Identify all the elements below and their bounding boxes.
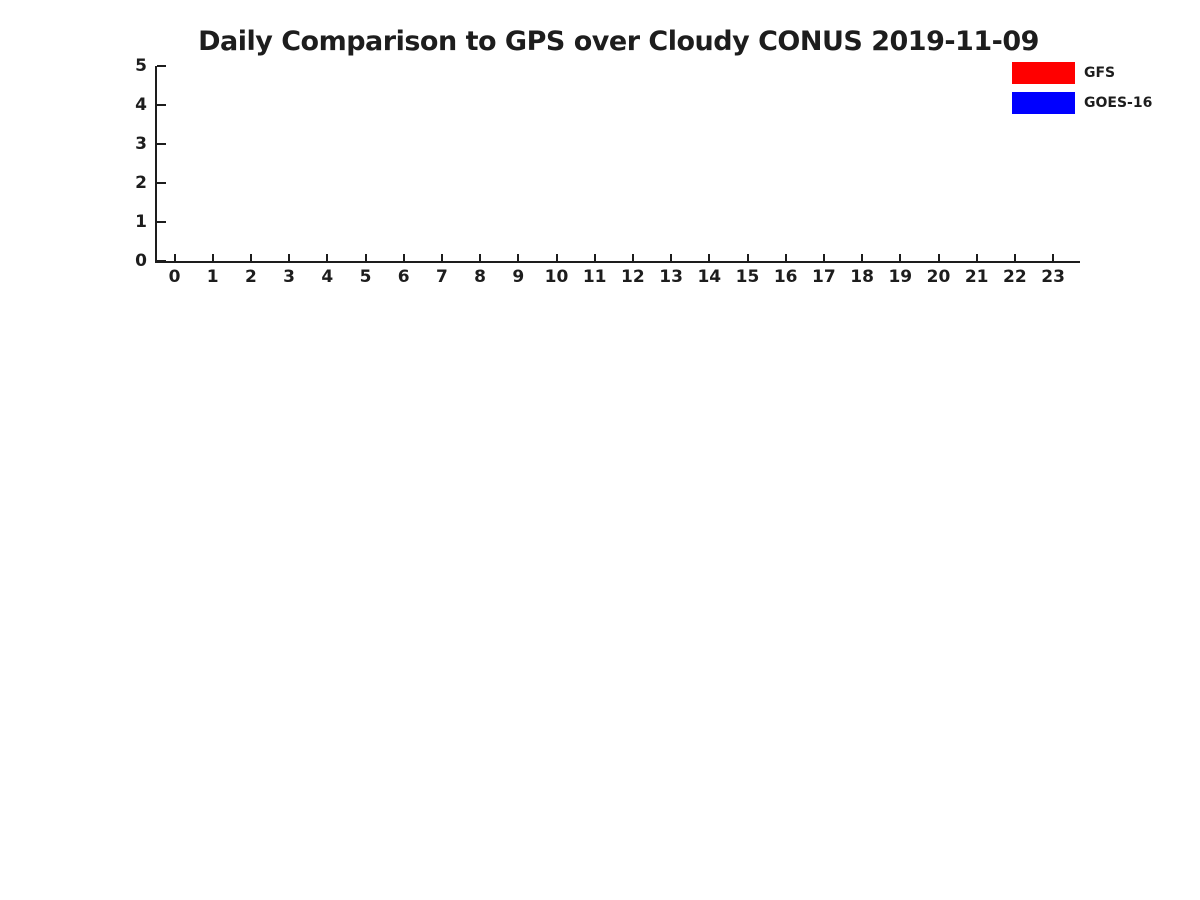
- subplot-std-dev-x-tick-label: 7: [435, 267, 448, 287]
- subplot-std-dev-x-tick-label: 20: [926, 267, 951, 287]
- subplot-std-dev-x-axis: [155, 261, 1080, 263]
- subplot-std-dev-x-tick: [1013, 254, 1016, 261]
- subplot-std-dev-y-tick: [157, 260, 166, 262]
- subplot-std-dev-x-tick-label: 18: [850, 267, 874, 287]
- subplot-std-dev-x-tick-label: 11: [582, 267, 607, 287]
- subplot-std-dev-x-tick-label: 1: [206, 267, 219, 287]
- legend-label-goes-16: GOES-16: [1084, 95, 1153, 111]
- subplot-std-dev-x-tick: [670, 254, 673, 261]
- legend-item-goes-16: GOES-16: [1012, 92, 1152, 114]
- subplot-std-dev-x-tick-label: 21: [964, 267, 989, 287]
- subplot-std-dev-x-tick: [708, 254, 711, 261]
- gfs-color-swatch: [1012, 62, 1075, 84]
- subplot-std-dev-x-tick: [746, 254, 749, 261]
- subplot-std-dev-y-axis: [155, 66, 157, 263]
- subplot-std-dev-x-tick-label: 2: [244, 267, 257, 287]
- subplot-std-dev-x-tick-label: 5: [359, 267, 372, 287]
- subplot-std-dev-x-tick: [975, 254, 978, 261]
- subplot-std-dev-x-tick-label: 8: [474, 267, 487, 287]
- legend-label-gfs: GFS: [1084, 65, 1116, 81]
- subplot-std-dev-x-tick: [326, 254, 329, 261]
- subplot-std-dev-x-tick: [440, 254, 443, 261]
- subplot-std-dev-x-tick: [517, 254, 520, 261]
- subplot-std-dev-y-tick-label: 0: [135, 251, 147, 271]
- subplot-std-dev-x-tick-label: 6: [397, 267, 410, 287]
- subplot-std-dev-x-tick: [288, 254, 291, 261]
- subplot-std-dev-x-tick: [555, 254, 558, 261]
- subplot-std-dev-x-tick: [211, 254, 214, 261]
- legend-item-gfs: GFS: [1012, 62, 1152, 84]
- subplot-std-dev-x-tick: [479, 254, 482, 261]
- subplot-std-dev-x-tick: [249, 254, 252, 261]
- subplot-std-dev-x-tick-label: 9: [512, 267, 525, 287]
- subplot-std-dev-x-tick: [899, 254, 902, 261]
- subplot-std-dev-x-tick: [1052, 254, 1055, 261]
- goes-16-color-swatch: [1012, 92, 1075, 114]
- subplot-std-dev-y-tick: [157, 65, 166, 67]
- subplot-std-dev-x-tick-label: 17: [812, 267, 836, 287]
- subplot-std-dev-x-tick: [364, 254, 367, 261]
- subplot-std-dev-x-tick-label: 0: [168, 267, 181, 287]
- subplot-std-dev-x-tick-label: 13: [659, 267, 683, 287]
- subplot-std-dev-x-tick-label: 16: [773, 267, 798, 287]
- subplot-std-dev-x-tick-label: 3: [283, 267, 296, 287]
- subplot-std-dev-x-tick-label: 22: [1003, 267, 1027, 287]
- subplot-std-dev-x-tick-label: 10: [544, 267, 569, 287]
- subplot-std-dev-y-tick-label: 2: [135, 173, 147, 193]
- subplot-std-dev-x-tick-label: 15: [735, 267, 760, 287]
- subplot-std-dev-y-tick-label: 1: [135, 212, 147, 232]
- subplot-std-dev-x-tick-label: 14: [697, 267, 722, 287]
- subplot-std-dev-x-tick: [861, 254, 864, 261]
- subplot-std-dev-x-tick: [402, 254, 405, 261]
- subplot-std-dev-x-tick-label: 12: [621, 267, 645, 287]
- subplot-std-dev-x-tick: [173, 254, 176, 261]
- subplot-std-dev-y-tick-label: 3: [135, 134, 147, 154]
- subplot-std-dev-x-tick: [593, 254, 596, 261]
- subplot-std-dev-x-tick-label: 4: [321, 267, 334, 287]
- subplot-std-dev-y-tick: [157, 143, 166, 145]
- subplot-std-dev-x-tick: [631, 254, 634, 261]
- legend: GFS GOES-16: [1012, 62, 1152, 122]
- subplot-std-dev-x-tick-label: 19: [888, 267, 913, 287]
- subplot-std-dev-y-tick: [157, 104, 166, 106]
- subplot-std-dev-y-tick: [157, 182, 166, 184]
- subplot-std-dev-x-tick: [937, 254, 940, 261]
- subplot-std-dev-x-tick-label: 23: [1041, 267, 1065, 287]
- chart-title: Daily Comparison to GPS over Cloudy CONU…: [198, 26, 1039, 57]
- subplot-std-dev-y-tick-label: 5: [135, 56, 147, 76]
- subplot-std-dev-y-tick: [157, 221, 166, 223]
- subplot-std-dev-x-tick: [822, 254, 825, 261]
- subplot-std-dev-y-tick-label: 4: [135, 95, 147, 115]
- subplot-std-dev-x-tick: [784, 254, 787, 261]
